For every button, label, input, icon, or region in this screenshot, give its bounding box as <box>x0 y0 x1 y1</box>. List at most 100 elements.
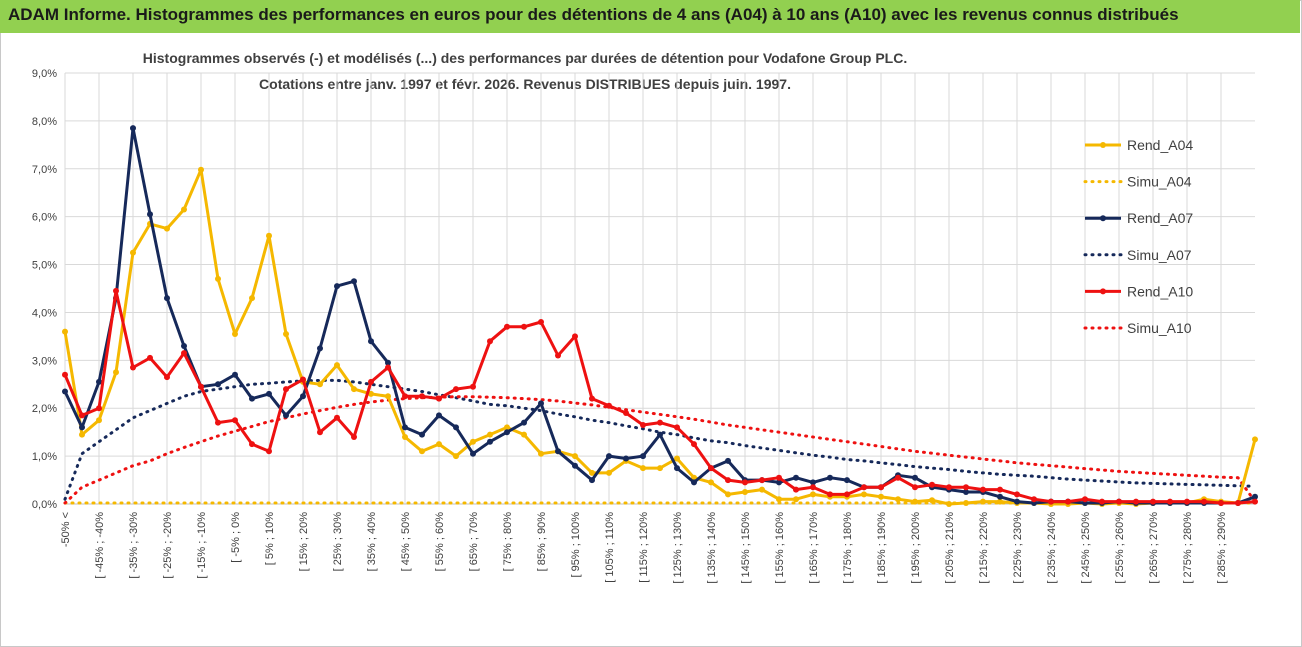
point-rend-a10 <box>351 434 357 440</box>
point-rend-a10 <box>980 486 986 493</box>
point-rend-a10 <box>232 417 238 424</box>
x-tick-label: [ -35% ; -30% <box>128 512 140 579</box>
point-rend-a10 <box>1201 498 1207 505</box>
point-rend-a04 <box>810 491 816 498</box>
x-tick-label: [ 105% ; 110% <box>604 512 616 583</box>
point-rend-a10 <box>963 484 969 491</box>
page-title: ADAM Informe. Histogrammes des performan… <box>8 5 1179 24</box>
point-rend-a07 <box>691 479 697 486</box>
point-rend-a04 <box>283 331 289 337</box>
point-rend-a10 <box>776 474 782 481</box>
point-rend-a10 <box>1150 498 1156 505</box>
point-rend-a04 <box>402 434 408 440</box>
x-tick-label: -50% < <box>60 512 72 547</box>
x-tick-label: [ -5% ; 0% <box>230 512 242 563</box>
point-rend-a04 <box>538 450 544 457</box>
point-rend-a07 <box>283 412 289 419</box>
point-rend-a04 <box>79 431 85 438</box>
point-rend-a04 <box>759 486 765 493</box>
point-rend-a10 <box>1116 498 1122 505</box>
point-rend-a04 <box>708 479 714 486</box>
point-rend-a10 <box>1133 498 1139 505</box>
point-rend-a04 <box>742 489 748 495</box>
x-tick-label: [ -25% ; -20% <box>162 512 174 579</box>
point-rend-a10 <box>861 484 867 491</box>
y-tick-label: 3,0% <box>32 355 57 367</box>
y-tick-label: 2,0% <box>32 403 57 415</box>
point-rend-a10 <box>1167 498 1173 505</box>
x-tick-label: [ 285% ; 290% <box>1216 512 1228 584</box>
x-tick-label: [ 55% ; 60% <box>434 512 446 572</box>
x-tick-label: [ 85% ; 90% <box>536 512 548 572</box>
point-rend-a10 <box>1099 498 1105 505</box>
point-rend-a07 <box>436 412 442 419</box>
point-rend-a10 <box>1235 500 1241 506</box>
point-rend-a10 <box>623 410 629 416</box>
point-rend-a04 <box>164 225 170 232</box>
point-rend-a07 <box>453 424 459 431</box>
point-rend-a10 <box>521 323 527 330</box>
x-tick-label: [ 275% ; 280% <box>1182 512 1194 584</box>
point-rend-a07 <box>827 474 833 481</box>
point-rend-a10 <box>62 371 68 378</box>
point-rend-a10 <box>946 484 952 491</box>
point-rend-a04 <box>419 448 425 455</box>
point-rend-a04 <box>725 491 731 498</box>
point-rend-a10 <box>487 338 493 345</box>
x-tick-label: [ 175% ; 180% <box>842 512 854 584</box>
y-tick-label: 4,0% <box>32 307 57 319</box>
point-rend-a07 <box>844 477 850 484</box>
point-rend-a10 <box>1082 496 1088 503</box>
point-rend-a04 <box>521 431 527 438</box>
point-rend-a10 <box>844 491 850 498</box>
point-rend-a10 <box>929 481 935 488</box>
point-rend-a04 <box>181 206 187 213</box>
x-tick-label: [ 25% ; 30% <box>332 512 344 572</box>
point-rend-a04 <box>215 275 221 282</box>
point-rend-a10 <box>198 383 204 390</box>
point-rend-a04 <box>334 362 340 369</box>
point-rend-a07 <box>351 278 357 285</box>
y-tick-label: 0,0% <box>32 499 57 511</box>
x-tick-label: [ 135% ; 140% <box>706 512 718 584</box>
point-rend-a04 <box>504 424 510 431</box>
y-tick-label: 1,0% <box>32 451 57 463</box>
point-rend-a07 <box>402 424 408 431</box>
point-rend-a10 <box>79 412 85 419</box>
point-rend-a10 <box>249 441 255 448</box>
point-rend-a10 <box>1252 498 1258 505</box>
point-rend-a07 <box>776 479 782 486</box>
x-tick-label: [ 255% ; 260% <box>1114 512 1126 584</box>
y-tick-label: 5,0% <box>32 260 57 272</box>
x-tick-label: [ 265% ; 270% <box>1148 512 1160 584</box>
point-rend-a07 <box>368 338 374 345</box>
y-tick-label: 6,0% <box>32 212 57 224</box>
point-rend-a07 <box>657 431 663 438</box>
series-simu-a10 <box>63 395 1257 505</box>
point-rend-a04 <box>963 500 969 506</box>
point-rend-a07 <box>521 419 527 426</box>
point-rend-a04 <box>572 453 578 460</box>
title-banner: ADAM Informe. Histogrammes des performan… <box>0 0 1300 33</box>
x-tick-label: [ 115% ; 120% <box>638 512 650 583</box>
x-tick-label: [ 165% ; 170% <box>808 512 820 584</box>
point-rend-a10 <box>640 422 646 428</box>
legend-marker-rend-a04 <box>1100 142 1106 148</box>
point-rend-a10 <box>1218 500 1224 506</box>
point-rend-a10 <box>164 374 170 381</box>
point-rend-a10 <box>147 354 153 361</box>
point-rend-a10 <box>606 402 612 409</box>
point-rend-a10 <box>436 395 442 402</box>
point-rend-a04 <box>62 328 68 335</box>
legend-label-simu-a07: Simu_A07 <box>1127 247 1192 263</box>
point-rend-a04 <box>351 386 357 393</box>
point-rend-a07 <box>538 400 544 407</box>
point-rend-a10 <box>300 376 306 383</box>
x-tick-label: [ 155% ; 160% <box>774 512 786 584</box>
point-rend-a04 <box>232 331 238 337</box>
point-rend-a07 <box>725 457 731 464</box>
point-rend-a04 <box>946 501 952 507</box>
x-tick-label: [ 15% ; 20% <box>298 512 310 572</box>
x-tick-label: [ 245% ; 250% <box>1080 512 1092 584</box>
point-rend-a04 <box>878 493 884 500</box>
